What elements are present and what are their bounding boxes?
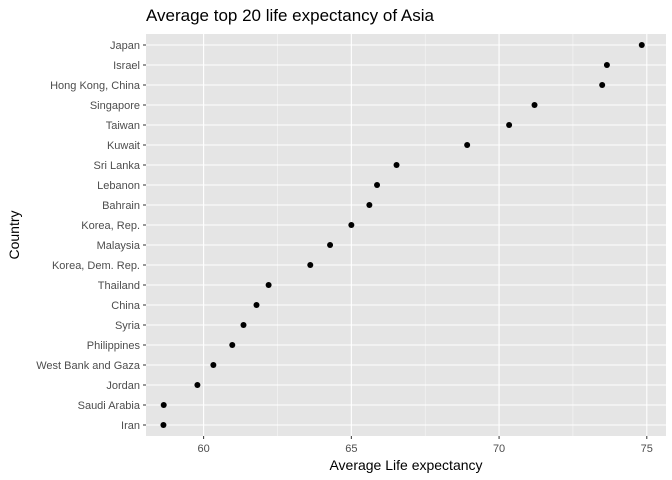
data-point [240,322,247,328]
data-point [599,82,606,88]
y-tick-label: Taiwan [106,120,140,132]
y-tick-label: Thailand [98,280,140,292]
major-gridlines [146,34,666,436]
data-point [603,62,610,68]
x-tick-label: 75 [641,443,653,455]
data-point [374,182,381,188]
data-point [253,302,260,308]
y-tick-label: Hong Kong, China [50,80,141,92]
data-point [531,102,538,108]
y-tick-label: Israel [113,60,140,72]
y-tick-label: Singapore [90,100,140,112]
y-tick-label: Lebanon [97,180,140,192]
y-tick-label: Iran [121,420,140,432]
chart-title: Average top 20 life expectancy of Asia [146,6,434,25]
y-tick-label: Syria [115,320,141,332]
y-tick-label: Saudi Arabia [78,400,141,412]
data-point [638,42,645,48]
x-tick-label: 70 [493,443,505,455]
data-points [160,42,645,428]
data-point [307,262,314,268]
x-tick-label: 65 [345,443,357,455]
y-tick-label: Japan [110,40,140,52]
y-tick-label: Bahrain [102,200,140,212]
y-tick-label: Malaysia [97,240,141,252]
y-tick-label: Korea, Rep. [81,220,140,232]
data-point [265,282,272,288]
data-point [160,402,167,408]
y-tick-label: Kuwait [107,140,140,152]
x-tick-label: 60 [197,443,209,455]
minor-gridlines [277,34,574,436]
data-point [393,162,400,168]
data-point [348,222,355,228]
y-tick-label: Korea, Dem. Rep. [52,260,140,272]
data-point [464,142,471,148]
data-point [229,342,236,348]
y-axis-title: Country [6,210,22,259]
data-point [506,122,513,128]
y-tick-label: Jordan [106,380,140,392]
y-tick-label: Sri Lanka [94,160,141,172]
x-axis-ticks: 60 65 70 75 [197,436,653,455]
plot-panel [146,34,666,436]
y-axis-ticks: Japan Israel Hong Kong, China Singapore Taiw… [36,40,146,432]
x-axis-title: Average Life expectancy [329,457,482,473]
data-point [327,242,334,248]
data-point [194,382,201,388]
y-tick-label: West Bank and Gaza [36,360,141,372]
data-point [366,202,373,208]
y-tick-label: Philippines [87,340,141,352]
data-point [210,362,217,368]
data-point [160,422,167,428]
y-tick-label: China [111,300,141,312]
